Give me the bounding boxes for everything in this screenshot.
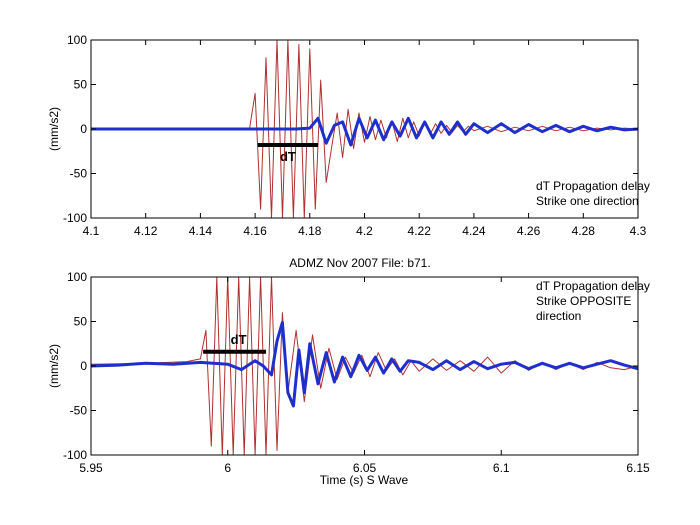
bottom-x-tick-label: 6.05 [353, 461, 377, 475]
top-x-tick-label: 4.22 [408, 224, 432, 238]
bottom-y-tick-label: -50 [70, 404, 88, 418]
bottom-x-tick-label: 5.95 [79, 461, 103, 475]
bottom-annotation-line-2: Strike OPPOSITE [536, 294, 631, 308]
bottom-response-trace [91, 320, 638, 408]
top-x-tick-label: 4.12 [134, 224, 158, 238]
bottom-y-tick-label: 0 [80, 359, 87, 373]
top-x-tick-label: 4.26 [517, 224, 541, 238]
top-x-tick-label: 4.28 [572, 224, 596, 238]
bottom-y-tick-label: 50 [74, 315, 88, 329]
bottom-delay-label: dT [231, 332, 247, 347]
top-delay-label: dT [280, 149, 296, 164]
top-annotation-line-2: Strike one direction [536, 194, 639, 208]
bottom-panel: ADMZ Nov 2007 File: b71. 5.95 6 6.05 6.1 6.1… [47, 256, 650, 487]
bottom-y-axis-label: (mm/s2) [47, 344, 61, 388]
bottom-x-tick-label: 6.1 [493, 461, 510, 475]
top-y-tick-label: 50 [74, 78, 88, 92]
top-x-tick-label: 4.16 [243, 224, 267, 238]
top-annotation-line-1: dT Propagation delay [536, 179, 650, 193]
top-y-axis-label: (mm/s2) [47, 107, 61, 151]
bottom-panel-title: ADMZ Nov 2007 File: b71. [289, 256, 430, 270]
top-y-tick-label: -50 [70, 167, 88, 181]
bottom-y-tick-label: 100 [67, 270, 87, 284]
bottom-x-tick-label: 6.15 [626, 461, 650, 475]
bottom-annotation-line-1: dT Propagation delay [536, 279, 650, 293]
top-x-tick-label: 4.2 [356, 224, 373, 238]
top-panel: 4.1 4.12 4.14 4.16 4.18 4.2 4.22 4.24 4.26 4.28 4.… [47, 33, 650, 238]
top-x-tick-label: 4.18 [298, 224, 322, 238]
bottom-x-tick-label: 6 [224, 461, 231, 475]
bottom-x-axis-label: Time (s) S Wave [320, 473, 409, 487]
top-x-tick-label: 4.3 [630, 224, 647, 238]
top-x-tick-label: 4.14 [189, 224, 213, 238]
top-response-trace [91, 116, 638, 147]
top-y-tick-label: 0 [80, 122, 87, 136]
bottom-annotation-line-3: direction [536, 309, 581, 323]
bottom-y-tick-label: -100 [63, 448, 87, 462]
top-x-tick-label: 4.1 [83, 224, 100, 238]
top-y-tick-label: -100 [63, 211, 87, 225]
top-x-tick-label: 4.24 [462, 224, 486, 238]
top-y-tick-label: 100 [67, 33, 87, 47]
